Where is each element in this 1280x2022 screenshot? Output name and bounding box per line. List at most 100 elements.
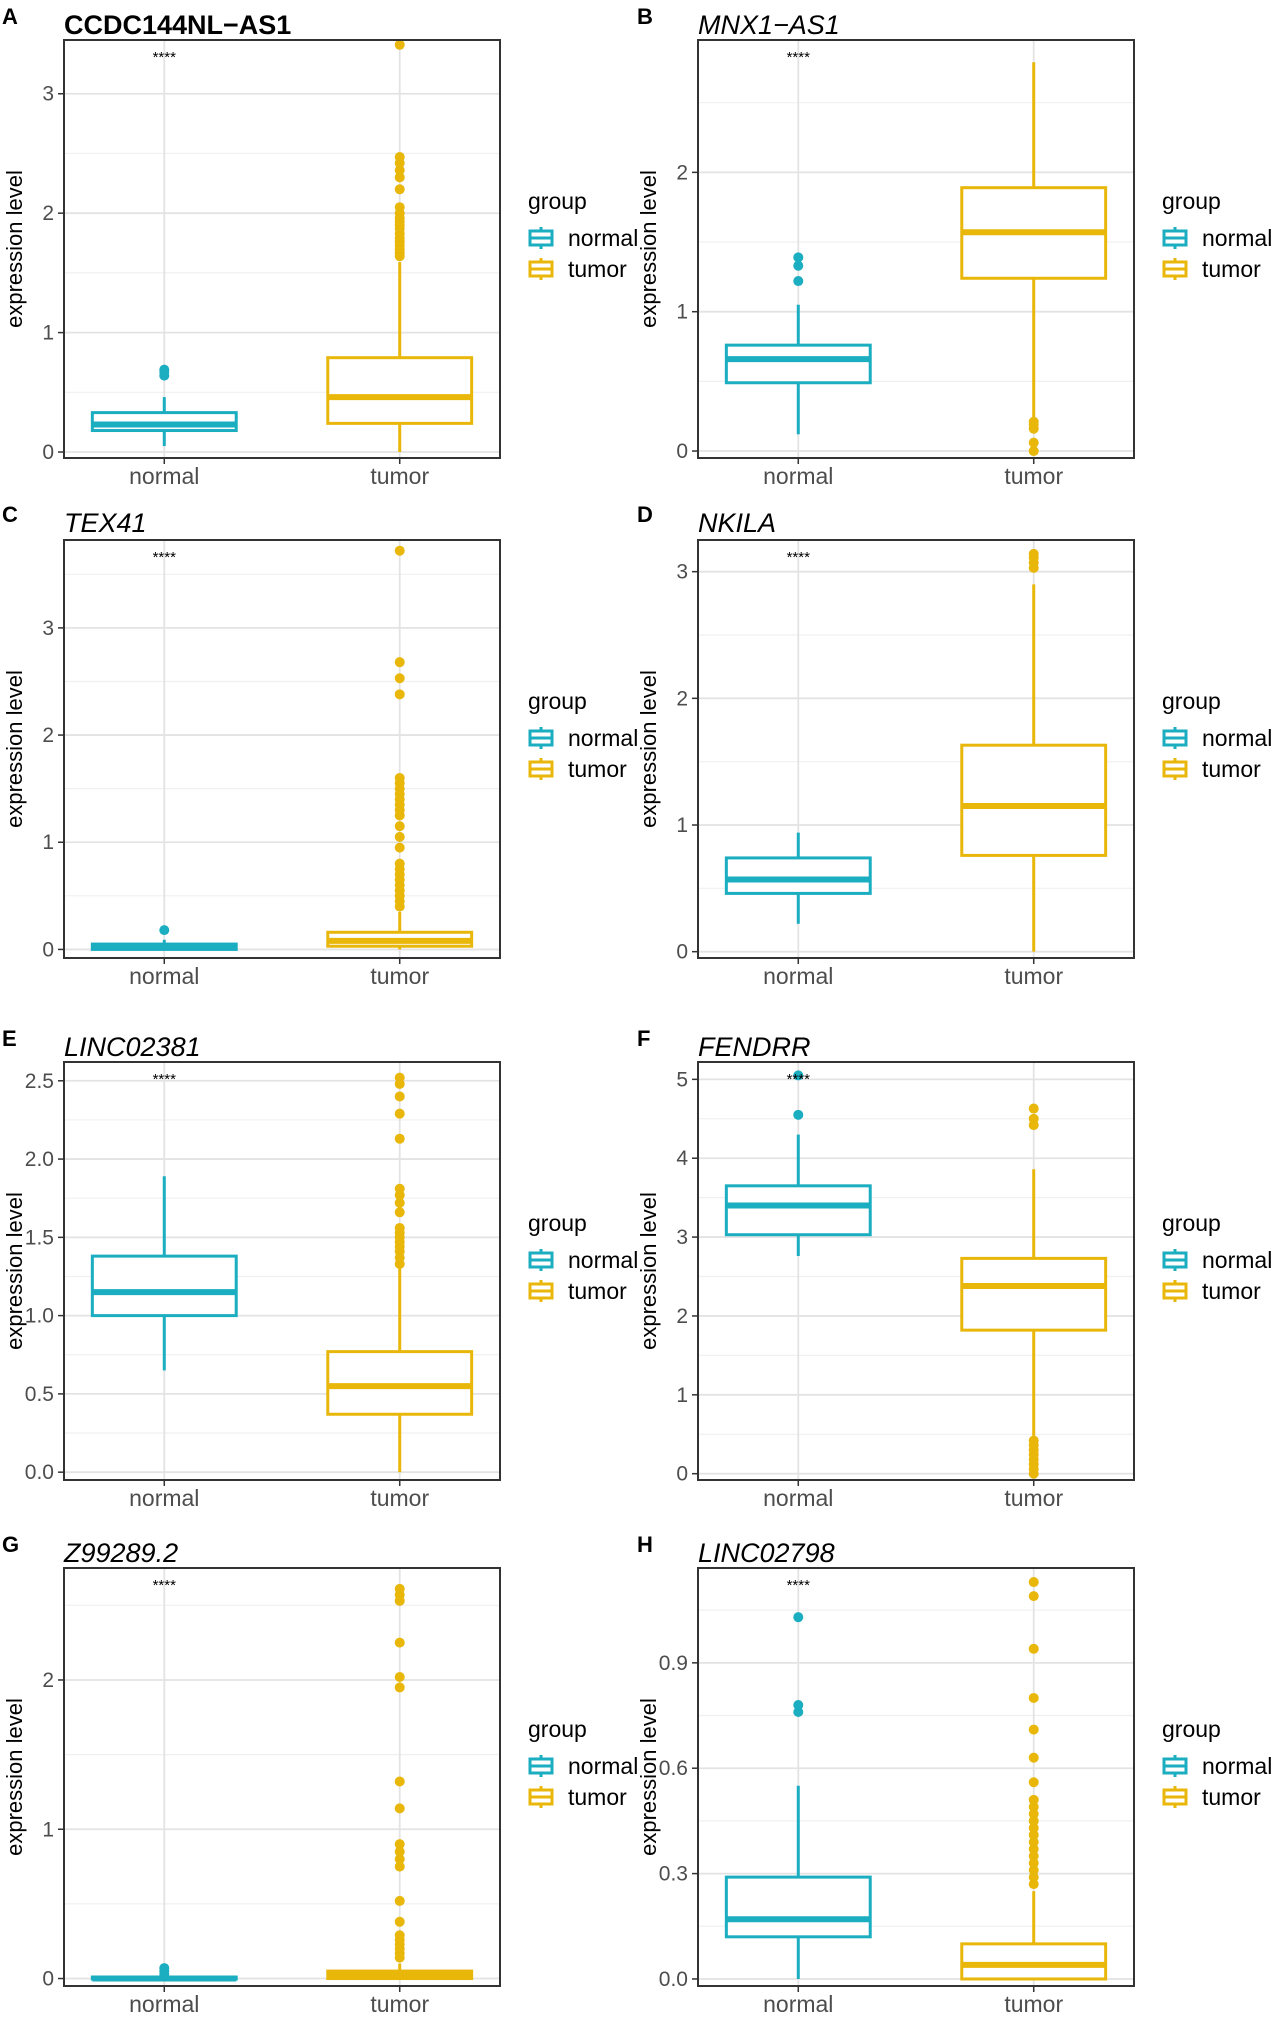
legend: group normal tumor [1162,688,1272,782]
panel-label: A [2,4,18,29]
x-tick-label: normal [763,1485,833,1511]
outlier-point [394,1091,405,1102]
outlier-point [1028,446,1039,457]
panel-label: F [637,1026,650,1051]
outlier-point [1028,1836,1039,1847]
box-iqr [724,1875,872,1939]
legend-label-tumor: tumor [568,256,627,282]
outlier-point [394,1854,405,1865]
legend-title: group [528,688,587,714]
panel-g: G Z99289.2 **** 0 1 2 normal tumor expression le… [2,1532,638,2017]
y-tick-label: 0.6 [659,1757,688,1780]
plot-background [64,1568,500,1986]
outlier-point [1028,1752,1039,1763]
outlier-point [394,673,405,684]
x-tick-label: normal [763,1991,833,2017]
outlier-point [394,1682,405,1693]
legend-label-tumor: tumor [1202,1278,1261,1304]
outlier-point [1028,1844,1039,1855]
y-tick-label: 0 [42,441,54,464]
box-iqr [326,356,474,425]
y-tick-label: 3 [676,1226,688,1249]
plot-title: NKILA [698,508,776,538]
outlier-point [793,1109,804,1120]
box-tumor [326,39,474,453]
x-tick-label: normal [129,1485,199,1511]
legend-label-tumor: tumor [1202,756,1261,782]
plot-title: Z99289.2 [63,1538,178,1568]
outlier-point [793,1699,804,1710]
outlier-point [394,689,405,700]
outlier-point [793,260,804,271]
outlier-point [1028,437,1039,448]
legend: group normal tumor [528,1716,638,1810]
legend-key-normal [528,1249,554,1271]
y-tick-label: 1.0 [25,1305,54,1328]
plot-border [63,539,501,959]
x-tick-label: normal [129,963,199,989]
outlier-point [394,1861,405,1872]
outlier-point [1028,1851,1039,1862]
legend-key-tumor [528,1786,554,1808]
box-iqr [724,856,872,895]
panel-label: E [2,1026,17,1051]
legend-label-normal: normal [568,1247,638,1273]
x-tick-label: tumor [370,1485,429,1511]
legend: group normal tumor [528,1210,638,1304]
outlier-point [793,276,804,287]
box-iqr [960,1256,1108,1332]
panel-b: B MNX1−AS1 **** 0 1 2 normal tumor expression le… [636,4,1272,489]
legend-title: group [1162,1716,1221,1742]
y-tick-label: 0.9 [659,1652,688,1675]
outlier-point [1028,1591,1039,1602]
box-iqr [724,1184,872,1237]
legend-label-normal: normal [1202,1753,1272,1779]
outlier-point [394,772,405,783]
y-tick-label: 2 [42,202,54,225]
legend-key-tumor [1162,758,1188,780]
y-axis-label: expression level [2,170,27,328]
outlier-point [394,1776,405,1787]
y-tick-label: 2 [676,687,688,710]
plot-border [697,39,1135,459]
plot-title: FENDRR [698,1032,811,1062]
panel-f: F FENDRR **** 0 1 2 3 4 5 normal tumor expression l… [636,1026,1272,1511]
x-tick-label: normal [129,1991,199,2017]
y-tick-label: 0 [42,1968,54,1991]
outlier-point [793,252,804,263]
legend: group normal tumor [1162,1716,1272,1810]
legend-label-tumor: tumor [1202,256,1261,282]
y-tick-label: 0 [676,440,688,463]
box-tumor [960,1103,1108,1479]
outlier-point [394,184,405,195]
y-tick-label: 1 [676,301,688,324]
box-iqr [90,1254,238,1318]
x-tick-label: normal [129,463,199,489]
box-tumor [960,62,1108,457]
legend-label-tumor: tumor [568,1784,627,1810]
plot-border [63,1567,501,1987]
outlier-point [1028,1724,1039,1735]
panel-label: C [2,502,18,527]
legend-key-tumor [528,1280,554,1302]
outlier-point [394,1895,405,1906]
box-normal [90,364,238,447]
y-tick-label: 0 [676,941,688,964]
box-tumor [326,545,474,950]
outlier-point [394,657,405,668]
outlier-point [793,1707,804,1718]
outlier-point [394,858,405,869]
legend-key-normal [528,727,554,749]
legend-label-normal: normal [568,225,638,251]
outlier-point [394,1207,405,1218]
legend-label-tumor: tumor [568,1278,627,1304]
outlier-point [1028,1777,1039,1788]
y-tick-label: 0 [676,1463,688,1486]
panel-label: D [637,502,653,527]
legend-key-normal [1162,227,1188,249]
outlier-point [394,842,405,853]
plot-border [697,1567,1135,1987]
legend-key-normal [1162,727,1188,749]
box-normal [724,832,872,924]
legend-key-normal [1162,1755,1188,1777]
